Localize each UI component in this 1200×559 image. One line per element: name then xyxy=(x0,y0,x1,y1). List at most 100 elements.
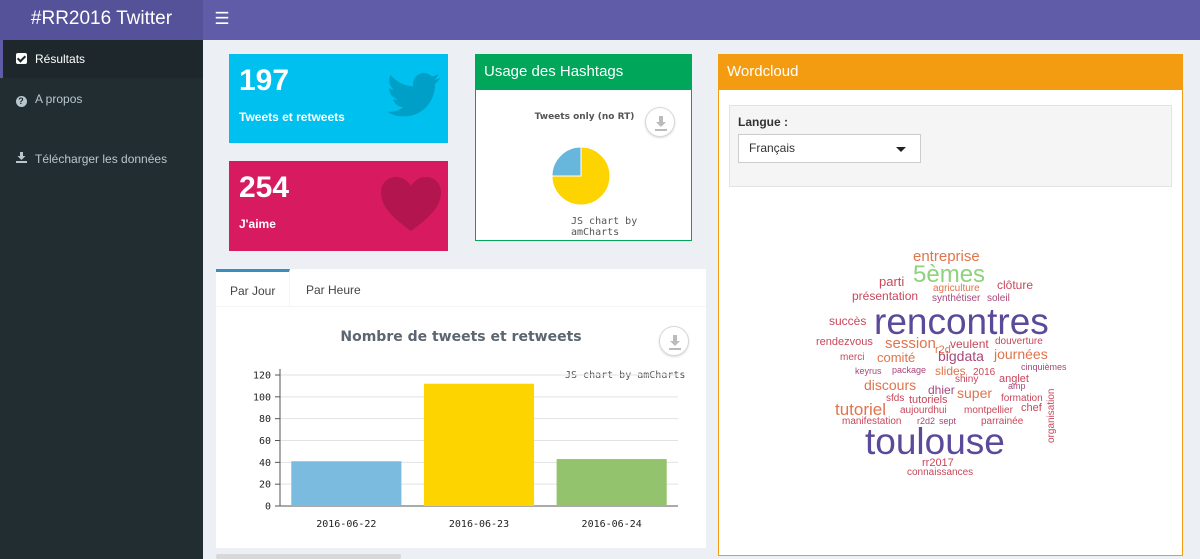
heart-icon xyxy=(381,177,441,231)
wordcloud-word: anglet xyxy=(999,373,1029,385)
wordcloud-word: montpellier xyxy=(964,405,1013,416)
wordcloud-word: rencontres xyxy=(874,301,1049,342)
tweets-count: 197 xyxy=(239,64,290,97)
language-select[interactable]: Français xyxy=(738,134,921,163)
y-tick-label: 100 xyxy=(253,392,271,403)
language-label: Langue : xyxy=(738,115,788,129)
likes-label: J'aime xyxy=(239,217,276,231)
wordcloud-word: soleil xyxy=(987,293,1010,304)
pie-download-button[interactable] xyxy=(645,107,675,137)
wordcloud-word: super xyxy=(957,385,993,401)
wordcloud-word: comité xyxy=(877,350,916,365)
wordcloud-word: connaissances xyxy=(907,467,974,478)
wordcloud-word: cinquièmes xyxy=(1021,362,1067,372)
wordcloud-word: sept xyxy=(939,416,957,426)
wordcloud-word: veulent xyxy=(950,337,989,351)
y-tick-label: 80 xyxy=(259,414,271,425)
wordcloud-title: Wordcloud xyxy=(719,55,1182,90)
wordcloud-word: dhier xyxy=(928,383,955,397)
bar-chart: 0 20 40 60 80 100 120 2016-06-22 2016-06-23 2016-… xyxy=(253,369,678,530)
sidebar-item-telecharger[interactable]: Télécharger les données xyxy=(0,140,203,178)
wordcloud-word: organisation xyxy=(1046,388,1057,443)
sidebar-item-a-propos[interactable]: ? A propos xyxy=(0,80,203,118)
wordcloud-word: agriculture xyxy=(933,283,980,294)
wordcloud-word: clôture xyxy=(997,278,1034,292)
wordcloud-word: parti xyxy=(879,274,905,289)
wordcloud-word: aujourdhui xyxy=(900,405,947,416)
wordcloud-word: parrainée xyxy=(981,416,1024,427)
tweets-value-box: 197 Tweets et retweets xyxy=(229,54,448,143)
y-tick-label: 40 xyxy=(259,458,271,469)
x-tick-label: 2016-06-23 xyxy=(449,519,509,530)
tweets-label: Tweets et retweets xyxy=(239,110,345,124)
wordcloud-word: shiny xyxy=(955,374,979,385)
chart-tabs: Par Jour Par Heure xyxy=(216,269,706,307)
chevron-down-icon xyxy=(896,147,906,152)
sidebar-item-label: Résultats xyxy=(35,52,86,66)
wordcloud-word: tutoriel xyxy=(835,400,887,419)
download-icon xyxy=(15,141,27,179)
language-panel: Langue : Français xyxy=(729,105,1172,187)
hashtags-title: Usage des Hashtags xyxy=(476,55,691,90)
bar[interactable] xyxy=(423,383,535,506)
wordcloud-word: 2016 xyxy=(973,367,996,378)
wordcloud-word: slides xyxy=(935,364,966,378)
x-tick-label: 2016-06-24 xyxy=(582,519,642,530)
wordcloud-word: 5èmes xyxy=(913,261,986,288)
wordcloud-word: manifestation xyxy=(842,416,902,427)
wordcloud-word: keyrus xyxy=(855,366,882,376)
wordcloud-word: r2d xyxy=(935,344,951,356)
bar-chart-title: Nombre de tweets et retweets xyxy=(340,329,582,345)
y-tick-label: 120 xyxy=(253,371,271,382)
bar[interactable] xyxy=(556,459,667,506)
wordcloud-word: rr2017 xyxy=(922,457,954,469)
bar-download-button[interactable] xyxy=(659,326,689,356)
wordcloud-word: package xyxy=(892,365,927,375)
language-selected-value: Français xyxy=(749,141,796,155)
question-circle-icon: ? xyxy=(15,81,27,119)
pie-credit[interactable]: JS chart by amCharts xyxy=(571,216,638,238)
tab-par-jour[interactable]: Par Jour xyxy=(216,269,291,307)
likes-value-box: 254 J'aime xyxy=(229,161,448,251)
wordcloud-word: session xyxy=(885,335,936,352)
wordcloud-word: tutoriels xyxy=(909,394,948,406)
wordcloud-word: r2d2 xyxy=(917,416,936,426)
wordcloud-word: merci xyxy=(840,352,865,363)
daily-chart-box: Par Jour Par Heure Nombre de tweets et r… xyxy=(216,269,706,548)
pie-chart-title: Tweets only (no RT) xyxy=(534,112,635,122)
wordcloud-word: synthétiser xyxy=(932,293,981,304)
y-tick-label: 60 xyxy=(259,436,271,447)
pie-slice[interactable] xyxy=(551,146,582,177)
wordcloud-word: discours xyxy=(864,377,917,393)
sidebar-toggle-icon[interactable]: ☰ xyxy=(214,9,230,28)
tab-par-heure[interactable]: Par Heure xyxy=(306,283,361,297)
sidebar-item-label: A propos xyxy=(35,92,83,106)
hashtags-box: Usage des Hashtags Tweets only (no RT) J… xyxy=(475,54,692,241)
horizontal-scrollbar[interactable] xyxy=(216,554,401,559)
pie-slice[interactable] xyxy=(551,146,611,206)
wordcloud-word: amp xyxy=(1008,381,1026,391)
wordcloud-word: douverture xyxy=(995,336,1043,347)
wordcloud-word: entreprise xyxy=(913,248,980,265)
wordcloud-word: sfds xyxy=(886,393,905,404)
y-tick-label: 0 xyxy=(265,502,271,513)
wordcloud-word: présentation xyxy=(852,289,919,303)
wordcloud-word: journées xyxy=(994,346,1048,362)
wordcloud-box: Wordcloud Langue : Français entreprise 5… xyxy=(718,54,1183,556)
sidebar-item-resultats[interactable]: Résultats xyxy=(0,40,203,78)
wordcloud-word: bigdata xyxy=(938,348,984,364)
bar[interactable] xyxy=(291,461,402,506)
twitter-icon xyxy=(387,73,440,117)
wordcloud-word: succès xyxy=(829,314,867,328)
pie-chart xyxy=(551,146,611,206)
check-square-icon xyxy=(15,41,27,79)
wordcloud-word: formation xyxy=(1001,393,1043,404)
wordcloud-word: chef xyxy=(1021,402,1042,414)
top-navbar: #RR2016 Twitter ☰ xyxy=(0,0,1200,40)
wordcloud-word: toulouse xyxy=(865,421,1005,462)
sidebar: Résultats ? A propos Télécharger les donn… xyxy=(0,40,203,559)
app-title[interactable]: #RR2016 Twitter xyxy=(0,0,203,40)
x-tick-label: 2016-06-22 xyxy=(316,519,376,530)
wordcloud-word: rendezvous xyxy=(816,336,873,348)
likes-count: 254 xyxy=(239,171,290,204)
